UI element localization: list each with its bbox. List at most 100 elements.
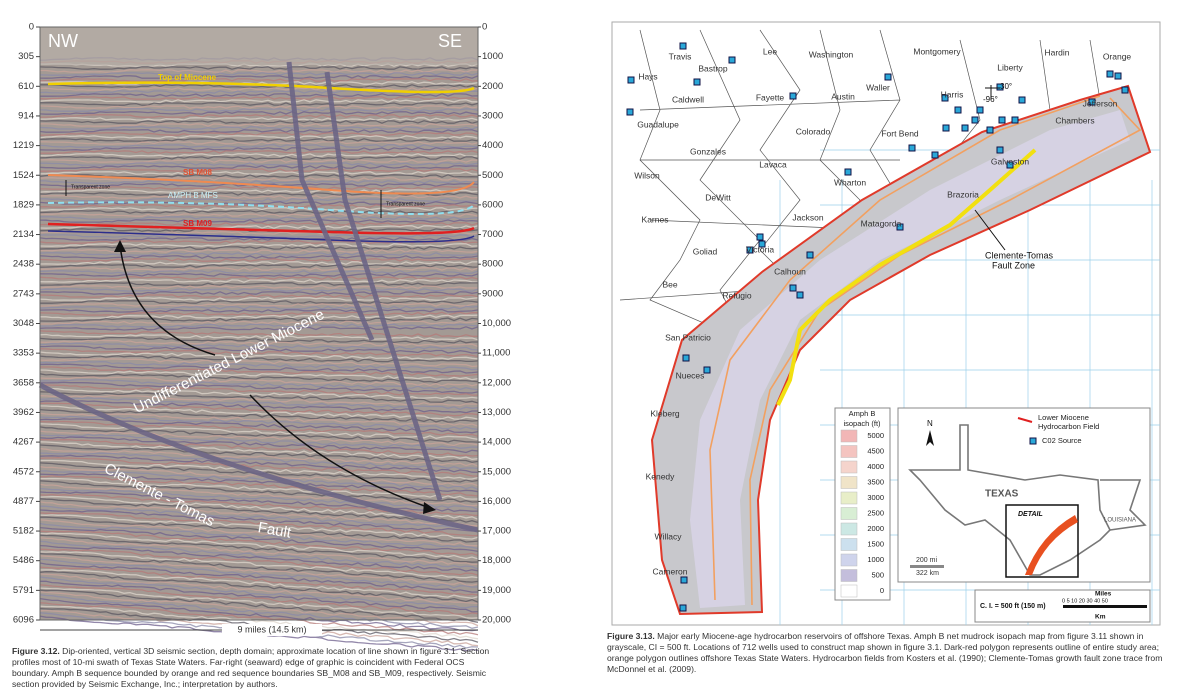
reflector bbox=[40, 168, 479, 172]
arrow-head bbox=[423, 502, 436, 514]
co2-source bbox=[1018, 96, 1026, 104]
label: 200 mi bbox=[916, 557, 937, 564]
reflector bbox=[39, 363, 479, 374]
label: isopach (ft) bbox=[843, 419, 881, 428]
state-waters bbox=[709, 95, 1142, 606]
reflector bbox=[40, 366, 479, 377]
label: 9000 bbox=[482, 288, 503, 299]
label: 12,000 bbox=[482, 377, 511, 388]
label: NW bbox=[48, 31, 78, 51]
reflector bbox=[39, 237, 479, 241]
reflector bbox=[39, 387, 479, 400]
co2-source bbox=[971, 116, 979, 124]
reflector bbox=[39, 602, 479, 636]
reflector bbox=[39, 391, 479, 404]
reflector bbox=[39, 360, 479, 371]
reflector bbox=[39, 408, 479, 423]
reflector bbox=[39, 594, 479, 629]
reflector bbox=[39, 120, 479, 124]
reflector bbox=[39, 96, 479, 100]
co2-source bbox=[896, 223, 904, 231]
reflector bbox=[39, 373, 479, 384]
reflector bbox=[39, 189, 479, 193]
label: Kenedy bbox=[646, 471, 676, 481]
reflector bbox=[39, 276, 479, 280]
reflector bbox=[39, 234, 479, 238]
reflector bbox=[39, 348, 479, 358]
reflector bbox=[39, 255, 479, 259]
reflector bbox=[39, 540, 479, 570]
reflector bbox=[39, 132, 479, 136]
label: 0 bbox=[482, 22, 487, 33]
legend-swatch bbox=[840, 522, 858, 536]
reflector bbox=[40, 93, 479, 97]
label: Austin bbox=[831, 91, 855, 101]
label: Matagorda bbox=[861, 218, 902, 228]
reflector bbox=[39, 144, 479, 148]
reflector bbox=[39, 576, 479, 609]
scale-bar bbox=[910, 565, 944, 568]
legend-swatch bbox=[840, 429, 858, 443]
label: Kleberg bbox=[650, 408, 680, 418]
reflector bbox=[39, 129, 479, 133]
reflector bbox=[39, 605, 479, 640]
label: 3353 bbox=[13, 348, 34, 359]
reflector bbox=[40, 186, 479, 190]
right-caption: Figure 3.13. Major early Miocene-age hyd… bbox=[607, 631, 1167, 675]
label: C02 Source bbox=[1042, 436, 1082, 445]
reflector bbox=[39, 477, 479, 500]
reflector bbox=[39, 522, 479, 550]
reflector bbox=[40, 314, 479, 319]
label: Liberty bbox=[997, 62, 1023, 72]
reflector bbox=[39, 258, 478, 262]
label: 15,000 bbox=[482, 466, 511, 477]
label: 5000 bbox=[482, 170, 503, 181]
reflector bbox=[39, 195, 479, 199]
reflector bbox=[39, 519, 479, 547]
reflector bbox=[39, 369, 479, 381]
north-arrow bbox=[926, 430, 934, 446]
label: Miles bbox=[1095, 591, 1112, 598]
reflector bbox=[39, 358, 479, 368]
label: 16,000 bbox=[482, 496, 511, 507]
reflector bbox=[39, 261, 479, 265]
label: 2000 bbox=[867, 524, 884, 533]
co2-source bbox=[627, 76, 635, 84]
label: Harris bbox=[941, 89, 964, 99]
reflector bbox=[40, 300, 479, 304]
reflector bbox=[39, 311, 478, 316]
horizon bbox=[47, 81, 475, 94]
reflector bbox=[39, 444, 479, 463]
label: AMPH B MFS bbox=[168, 191, 218, 200]
label: Transparent zone bbox=[71, 184, 110, 190]
reflector bbox=[39, 501, 478, 527]
label: 1000 bbox=[482, 51, 503, 62]
co2-source bbox=[728, 56, 736, 64]
reflector bbox=[39, 159, 479, 163]
study-area bbox=[650, 84, 1152, 616]
reflector bbox=[39, 333, 479, 341]
label: Wilson bbox=[634, 170, 660, 180]
label: Victoria bbox=[746, 244, 774, 254]
caption-text: Major early Miocene-age hydrocarbon rese… bbox=[607, 631, 1163, 674]
label: Hydrocarbon Field bbox=[1038, 422, 1099, 431]
label: 0 bbox=[880, 586, 884, 595]
detail-box bbox=[1005, 504, 1079, 578]
label: Travis bbox=[669, 51, 692, 61]
co2-source bbox=[796, 291, 804, 299]
label: Cameron bbox=[653, 566, 688, 576]
reflector bbox=[39, 505, 479, 530]
reflector bbox=[40, 516, 479, 543]
label: 500 bbox=[871, 570, 884, 579]
co2-source bbox=[884, 73, 892, 81]
co2-source bbox=[679, 604, 687, 612]
co2-source bbox=[1006, 161, 1014, 169]
label: Nueces bbox=[676, 370, 705, 380]
reflector bbox=[39, 412, 479, 427]
label: Montgomery bbox=[913, 46, 961, 56]
fault bbox=[286, 61, 375, 342]
label: 2438 bbox=[13, 259, 34, 270]
label: Karnes bbox=[642, 214, 669, 224]
reflector bbox=[39, 180, 479, 184]
arrow-head bbox=[114, 240, 126, 252]
